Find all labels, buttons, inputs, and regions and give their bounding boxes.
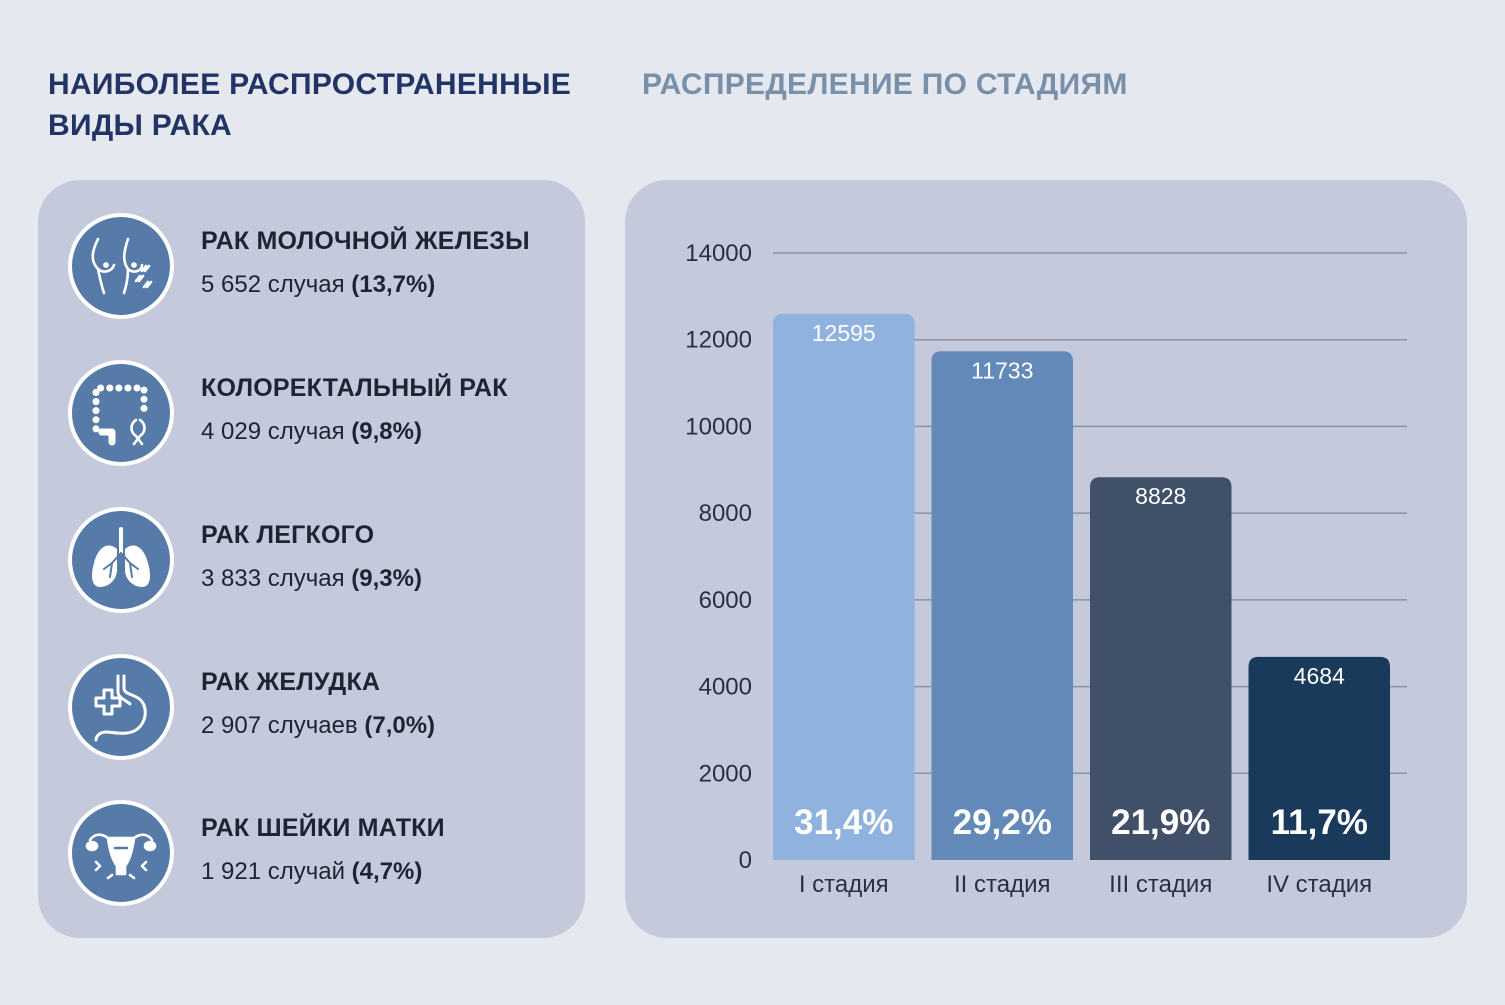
bar bbox=[773, 313, 915, 861]
y-tick-label: 14000 bbox=[685, 240, 752, 267]
x-category-label: I стадия bbox=[799, 871, 889, 898]
cancer-name: КОЛОРЕКТАЛЬНЫЙ РАК bbox=[201, 374, 508, 402]
cancer-stat: 5 652 случая (13,7%) bbox=[201, 271, 435, 299]
cancer-name: РАК ШЕЙКИ МАТКИ bbox=[201, 814, 445, 842]
cancer-share: (7,0%) bbox=[364, 712, 436, 739]
cancer-item-stomach: РАК ЖЕЛУДКА 2 907 случаев (7,0%) bbox=[68, 654, 578, 764]
y-tick-label: 8000 bbox=[699, 500, 752, 527]
bar-value-label: 11733 bbox=[971, 357, 1033, 383]
cancer-name: РАК ЛЕГКОГО bbox=[201, 521, 375, 549]
bar-value-label: 12595 bbox=[812, 320, 876, 346]
cancer-stat: 1 921 случай (4,7%) bbox=[201, 858, 422, 886]
colon-icon bbox=[68, 360, 174, 466]
cancer-stat: 3 833 случая (9,3%) bbox=[201, 565, 422, 593]
bar-percent-label: 21,9% bbox=[1111, 803, 1210, 842]
cancer-name: РАК МОЛОЧНОЙ ЖЕЛЕЗЫ bbox=[201, 227, 530, 255]
cancer-item-colorectal: КОЛОРЕКТАЛЬНЫЙ РАК 4 029 случая (9,8%) bbox=[68, 360, 578, 470]
cancer-cases: 1 921 случай bbox=[201, 858, 345, 885]
bar-value-label: 8828 bbox=[1135, 483, 1186, 509]
cancer-cases: 5 652 случая bbox=[201, 271, 345, 298]
cancer-cases: 3 833 случая bbox=[201, 565, 345, 592]
x-category-label: IV стадия bbox=[1266, 871, 1372, 898]
cancer-stat: 2 907 случаев (7,0%) bbox=[201, 712, 435, 740]
bar-value-label: 4684 bbox=[1294, 663, 1345, 689]
bar-percent-label: 31,4% bbox=[794, 803, 893, 842]
bar-percent-label: 11,7% bbox=[1271, 803, 1368, 842]
cancer-types-panel: РАК МОЛОЧНОЙ ЖЕЛЕЗЫ 5 652 случая (13,7%)… bbox=[38, 180, 585, 938]
bar bbox=[1248, 656, 1390, 860]
y-tick-label: 0 bbox=[739, 847, 752, 874]
cancer-item-cervical: РАК ШЕЙКИ МАТКИ 1 921 случай (4,7%) bbox=[68, 800, 578, 910]
x-category-label: III стадия bbox=[1109, 871, 1212, 898]
cancer-stat: 4 029 случая (9,8%) bbox=[201, 418, 422, 446]
cancer-item-breast: РАК МОЛОЧНОЙ ЖЕЛЕЗЫ 5 652 случая (13,7%) bbox=[68, 213, 578, 323]
breast-icon bbox=[68, 213, 174, 319]
bar bbox=[1090, 477, 1232, 860]
cancer-item-lung: РАК ЛЕГКОГО 3 833 случая (9,3%) bbox=[68, 507, 578, 617]
cancer-cases: 4 029 случая bbox=[201, 418, 345, 445]
right-heading: РАСПРЕДЕЛЕНИЕ ПО СТАДИЯМ bbox=[642, 68, 1128, 101]
cancer-share: (4,7%) bbox=[351, 858, 423, 885]
stomach-icon bbox=[68, 654, 174, 760]
y-tick-label: 6000 bbox=[699, 587, 752, 614]
y-tick-label: 2000 bbox=[699, 760, 752, 787]
x-category-label: II стадия bbox=[954, 871, 1050, 898]
cancer-share: (13,7%) bbox=[351, 271, 436, 298]
bar bbox=[931, 351, 1073, 860]
cancer-name: РАК ЖЕЛУДКА bbox=[201, 668, 381, 696]
bar-percent-label: 29,2% bbox=[953, 803, 1052, 842]
y-tick-label: 12000 bbox=[685, 327, 752, 354]
lungs-icon bbox=[68, 507, 174, 613]
cancer-share: (9,8%) bbox=[351, 418, 422, 445]
y-tick-label: 4000 bbox=[699, 674, 752, 701]
left-heading: НАИБОЛЕЕ РАСПРОСТРАНЕННЫЕ ВИДЫ РАКА bbox=[48, 68, 572, 142]
uterus-icon bbox=[68, 800, 174, 906]
y-tick-label: 10000 bbox=[685, 413, 752, 440]
cancer-cases: 2 907 случаев bbox=[201, 712, 358, 739]
cancer-share: (9,3%) bbox=[351, 565, 422, 592]
